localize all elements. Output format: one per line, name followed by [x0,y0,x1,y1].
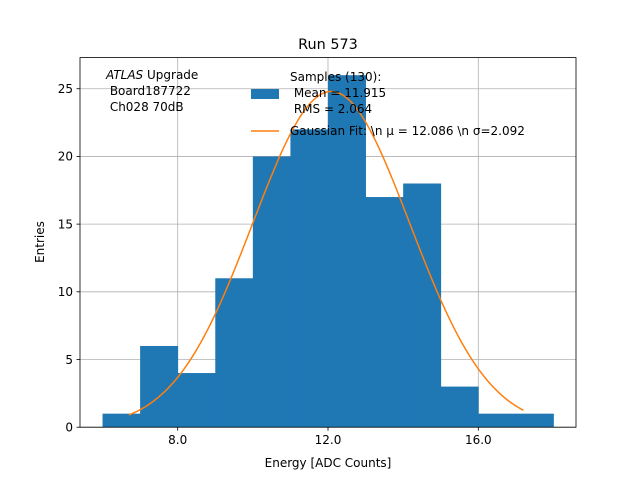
histogram-bars [102,75,554,428]
y-tick-label: 5 [65,353,73,367]
histogram-bar [440,386,479,428]
x-axis-label: Energy [ADC Counts] [265,456,392,470]
histogram-bar [290,129,329,428]
legend-swatch-samples [251,89,279,99]
histogram-bar [252,156,291,428]
histogram-bar [328,75,366,428]
y-axis-label: Entries [33,221,47,263]
x-axis-ticks: 8.0 12.0 16.0 [168,427,492,447]
histogram-bar [177,373,216,428]
histogram-bar [140,345,179,428]
legend-samples-line3: RMS = 2.064 [290,102,372,116]
legend-samples-line2: Mean = 11.915 [290,86,386,100]
y-tick-label: 0 [65,421,73,435]
annotation-board: Board187722 [106,84,191,98]
atlas-annotation: ATLAS Upgrade Board187722 Ch028 70dB [105,68,198,114]
gaussian-fit-line [128,90,524,416]
y-tick-label: 20 [58,150,73,164]
histogram-bar [365,197,404,428]
y-tick-label: 15 [58,217,73,231]
svg-text:ATLAS Upgrade: ATLAS Upgrade [105,68,198,82]
annotation-channel: Ch028 70dB [106,100,184,114]
histogram-bar [515,413,554,428]
histogram-bar [478,413,517,428]
legend-fit-label: Gaussian Fit: \n μ = 12.086 \n σ=2.092 [290,124,525,138]
atlas-italic-label: ATLAS [105,68,144,82]
legend: Samples (130): Mean = 11.915 RMS = 2.064… [251,70,525,138]
histogram-bar [215,278,254,428]
x-tick-label: 8.0 [168,433,187,447]
chart-title: Run 573 [298,37,358,53]
x-tick-label: 12.0 [315,433,342,447]
y-axis-ticks: 0 5 10 15 20 25 [58,82,80,435]
atlas-upgrade-label: Upgrade [143,68,198,82]
histogram-bar [102,413,141,428]
x-tick-label: 16.0 [465,433,492,447]
gaussian-fit-curve [128,90,524,416]
legend-samples-line1: Samples (130): [290,70,381,84]
y-tick-label: 25 [58,82,73,96]
y-tick-label: 10 [58,285,73,299]
